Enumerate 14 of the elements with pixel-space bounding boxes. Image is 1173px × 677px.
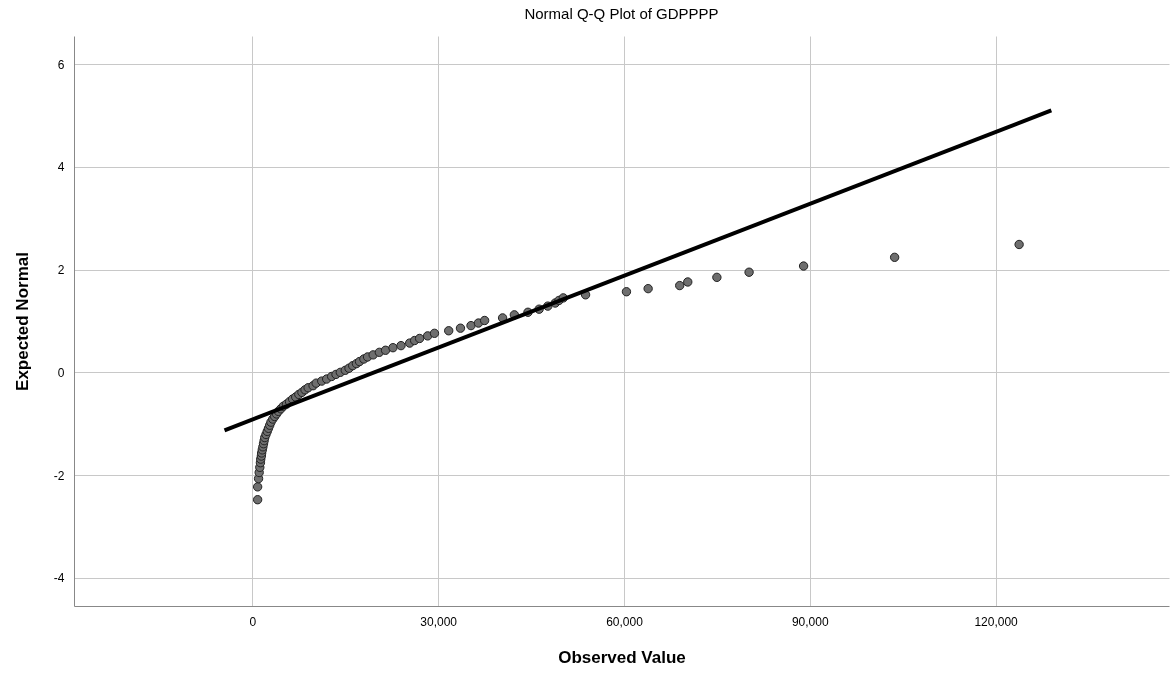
x-tick-label: 60,000 (606, 614, 644, 629)
y-tick-label: -4 (53, 571, 65, 586)
x-tick-label: 90,000 (791, 614, 829, 629)
chart-title: Normal Q-Q Plot of GDPPPP (524, 5, 719, 22)
y-tick-label: 2 (57, 263, 65, 278)
y-axis-title: Expected Normal (12, 252, 32, 391)
x-axis-title: Observed Value (558, 647, 686, 667)
x-tick-label: 30,000 (420, 614, 458, 629)
y-tick-label: 4 (57, 160, 65, 175)
x-tick-label: 0 (249, 614, 257, 629)
x-tick-label: 120,000 (974, 614, 1019, 629)
y-tick-label: 6 (57, 57, 65, 72)
y-tick-label: -2 (53, 468, 65, 483)
y-tick-label: 0 (57, 365, 65, 380)
